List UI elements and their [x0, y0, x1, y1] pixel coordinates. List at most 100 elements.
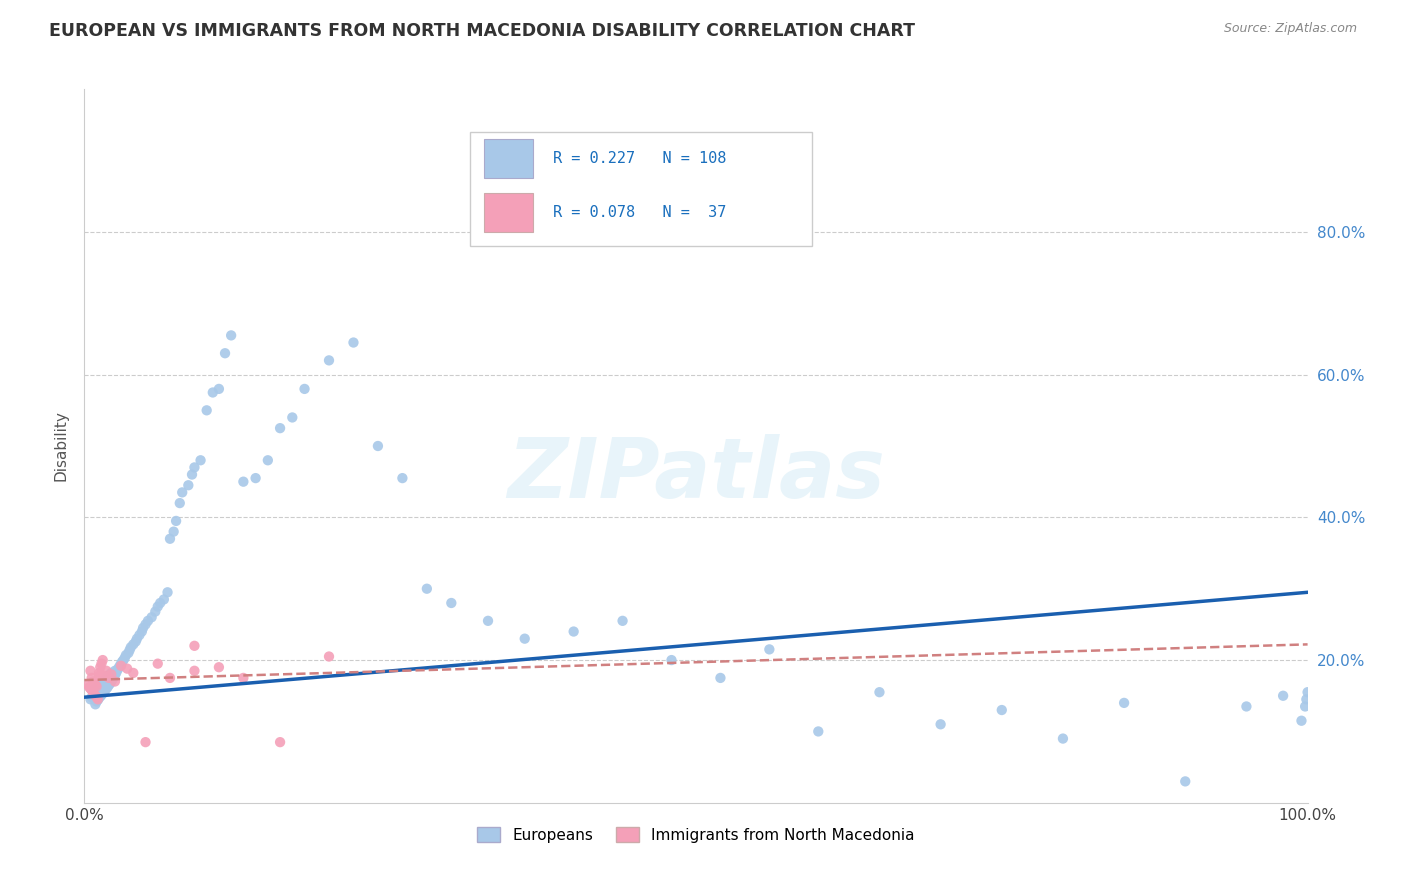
Point: [416, 582, 439, 596]
Point: [93, 674, 115, 689]
Point: [245, 471, 267, 485]
Point: [149, 596, 172, 610]
Point: [132, 621, 155, 635]
Point: [97, 678, 120, 692]
Point: [101, 673, 124, 687]
Point: [869, 685, 891, 699]
Point: [128, 628, 150, 642]
Point: [87, 678, 110, 692]
Point: [100, 674, 122, 689]
Point: [96, 671, 118, 685]
Point: [1295, 692, 1317, 706]
Point: [135, 735, 157, 749]
Point: [190, 453, 212, 467]
Point: [104, 668, 127, 682]
Point: [440, 596, 463, 610]
Point: [143, 605, 166, 619]
Point: [807, 724, 830, 739]
Point: [83, 676, 105, 690]
Bar: [484, 193, 533, 232]
Point: [83, 687, 105, 701]
Point: [1114, 696, 1136, 710]
Point: [269, 735, 291, 749]
Point: [97, 671, 120, 685]
Point: [86, 694, 108, 708]
Point: [114, 651, 136, 665]
Point: [125, 634, 148, 648]
Point: [91, 687, 114, 701]
Point: [146, 657, 169, 671]
Point: [103, 670, 125, 684]
Point: [146, 599, 169, 614]
Point: [163, 524, 186, 539]
Point: [219, 328, 242, 343]
Point: [115, 662, 138, 676]
Point: [929, 717, 952, 731]
Point: [77, 680, 100, 694]
Point: [82, 685, 104, 699]
Point: [84, 698, 107, 712]
Point: [294, 382, 316, 396]
Point: [1291, 714, 1313, 728]
Point: [183, 460, 205, 475]
Point: [208, 382, 231, 396]
Point: [93, 669, 115, 683]
Point: [232, 671, 254, 685]
Point: [172, 485, 194, 500]
Point: [122, 637, 145, 651]
Point: [94, 683, 117, 698]
Point: [86, 683, 108, 698]
Legend: Europeans, Immigrants from North Macedonia: Europeans, Immigrants from North Macedon…: [471, 821, 921, 848]
Point: [86, 680, 108, 694]
Point: [1236, 699, 1258, 714]
Point: [115, 648, 138, 662]
Point: [87, 680, 110, 694]
Point: [318, 353, 340, 368]
Point: [120, 640, 142, 655]
Point: [513, 632, 536, 646]
Point: [342, 335, 364, 350]
Point: [89, 690, 111, 704]
Point: [1272, 689, 1295, 703]
Point: [153, 592, 176, 607]
Point: [84, 689, 107, 703]
Point: [318, 649, 340, 664]
Point: [758, 642, 780, 657]
Point: [105, 663, 128, 677]
Point: [107, 661, 129, 675]
Point: [181, 467, 204, 482]
Point: [1052, 731, 1074, 746]
Point: [79, 692, 101, 706]
Point: [80, 683, 103, 698]
Point: [98, 676, 121, 690]
Point: [108, 658, 131, 673]
Point: [82, 689, 104, 703]
Point: [232, 475, 254, 489]
Point: [90, 688, 112, 702]
Point: [991, 703, 1014, 717]
Point: [477, 614, 499, 628]
Point: [104, 664, 127, 678]
Point: [98, 667, 121, 681]
Point: [562, 624, 585, 639]
Point: [86, 690, 108, 705]
Point: [91, 653, 114, 667]
Point: [90, 676, 112, 690]
Point: [391, 471, 413, 485]
Point: [1294, 699, 1316, 714]
Point: [97, 680, 120, 694]
Point: [77, 678, 100, 692]
Point: [87, 693, 110, 707]
Point: [159, 532, 181, 546]
Point: [177, 478, 200, 492]
Point: [87, 665, 110, 680]
Point: [79, 681, 101, 696]
Point: [89, 660, 111, 674]
Point: [83, 685, 105, 699]
Point: [82, 674, 104, 689]
Point: [269, 421, 291, 435]
Point: [93, 684, 115, 698]
Point: [257, 453, 280, 467]
Point: [96, 681, 118, 696]
Point: [159, 671, 181, 685]
